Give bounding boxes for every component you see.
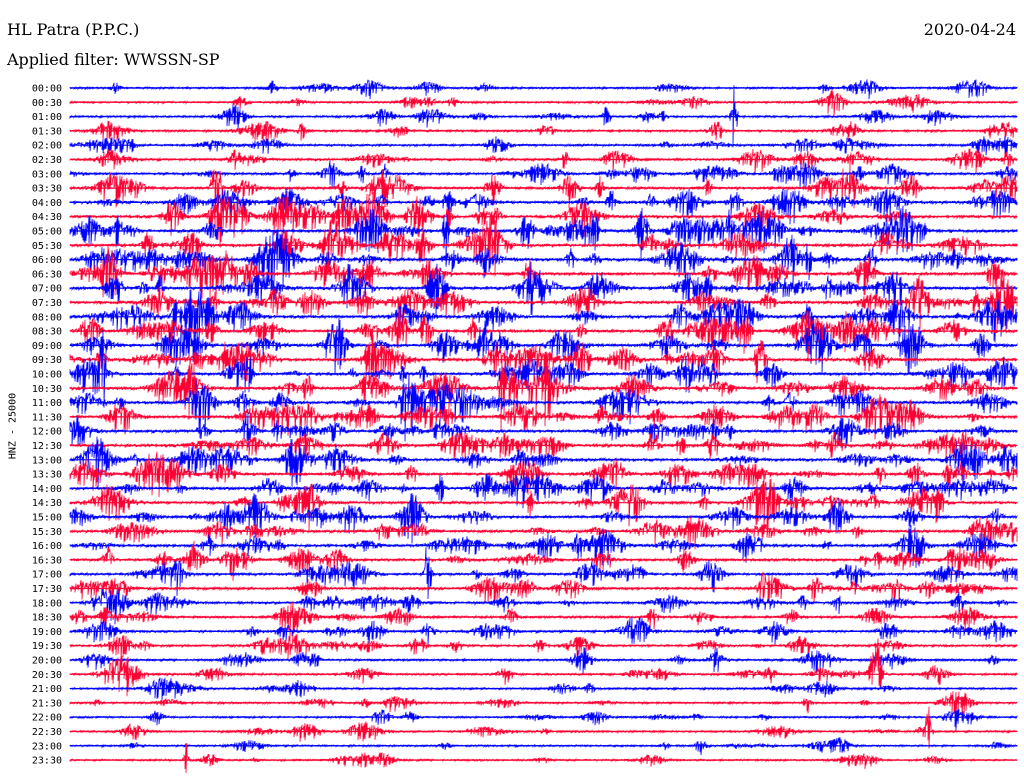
time-tick-label: 13:30	[32, 470, 62, 481]
trace-row	[69, 148, 1018, 176]
time-tick-label: 19:00	[32, 627, 62, 638]
time-tick-label: 08:00	[32, 312, 62, 323]
time-tick-label: 14:00	[32, 484, 62, 495]
time-tick-label: 22:30	[32, 727, 62, 738]
time-tick-label: 17:30	[32, 584, 62, 595]
time-tick-label: 19:30	[32, 641, 62, 652]
time-tick-label: 15:30	[32, 527, 62, 538]
trace-row	[69, 317, 1018, 375]
time-tick-label: 03:30	[32, 184, 62, 195]
time-tick-label: 18:30	[32, 613, 62, 624]
trace-row	[69, 691, 1018, 717]
time-tick-label: 11:00	[32, 398, 62, 409]
trace-row	[69, 288, 1018, 355]
time-tick-label: 12:30	[32, 441, 62, 452]
time-tick-label: 23:30	[32, 756, 62, 767]
time-tick-label: 00:00	[32, 84, 62, 95]
trace-row	[69, 160, 1018, 190]
time-tick-label: 20:30	[32, 670, 62, 681]
time-tick-label: 06:00	[32, 255, 62, 266]
time-tick-label: 11:30	[32, 412, 62, 423]
time-tick-label: 20:00	[32, 656, 62, 667]
time-tick-label: 07:30	[32, 298, 62, 309]
time-tick-label: 10:30	[32, 384, 62, 395]
time-tick-label: 07:00	[32, 284, 62, 295]
time-tick-label: 09:30	[32, 355, 62, 366]
time-tick-label: 01:00	[32, 112, 62, 123]
time-tick-label: 21:30	[32, 698, 62, 709]
time-tick-label: 12:00	[32, 427, 62, 438]
time-tick-label: 21:00	[32, 684, 62, 695]
time-tick-label: 05:30	[32, 241, 62, 252]
time-tick-label: 15:00	[32, 513, 62, 524]
time-tick-label: 16:30	[32, 555, 62, 566]
time-tick-label: 05:00	[32, 227, 62, 238]
time-tick-label: 04:30	[32, 212, 62, 223]
trace-row	[69, 473, 1018, 532]
time-tick-label: 03:00	[32, 169, 62, 180]
trace-group	[69, 79, 1018, 773]
time-tick-label: 04:00	[32, 198, 62, 209]
time-tick-label: 13:00	[32, 455, 62, 466]
time-tick-label: 01:30	[32, 126, 62, 137]
trace-row	[69, 431, 1018, 461]
trace-row	[69, 706, 1018, 749]
time-tick-label: 02:00	[32, 141, 62, 152]
time-tick-label: 17:00	[32, 570, 62, 581]
time-tick-label: 08:30	[32, 327, 62, 338]
station-title: HL Patra (P.P.C.)	[7, 20, 140, 39]
time-tick-label: 14:30	[32, 498, 62, 509]
trace-row	[69, 743, 1018, 773]
time-tick-label: 06:30	[32, 269, 62, 280]
trace-row	[69, 85, 1018, 148]
trace-row	[69, 540, 1018, 581]
time-tick-label: 22:00	[32, 713, 62, 724]
filter-label: Applied filter: WWSSN-SP	[7, 50, 220, 69]
record-date: 2020-04-24	[923, 20, 1016, 39]
trace-row	[69, 120, 1018, 143]
time-tick-label: 16:00	[32, 541, 62, 552]
time-tick-label: 02:30	[32, 155, 62, 166]
trace-row	[69, 708, 1018, 731]
time-tick-label: 00:30	[32, 98, 62, 109]
time-tick-labels: 00:00 00:30 01:00 01:30 02:00 02:30 03:00 03:30…	[32, 84, 62, 767]
trace-row	[69, 79, 1018, 100]
time-tick-label: 18:00	[32, 598, 62, 609]
time-tick-label: 09:00	[32, 341, 62, 352]
time-tick-label: 23:00	[32, 741, 62, 752]
trace-row	[69, 451, 1018, 498]
trace-row	[69, 588, 1018, 625]
time-tick-label: 10:00	[32, 370, 62, 381]
